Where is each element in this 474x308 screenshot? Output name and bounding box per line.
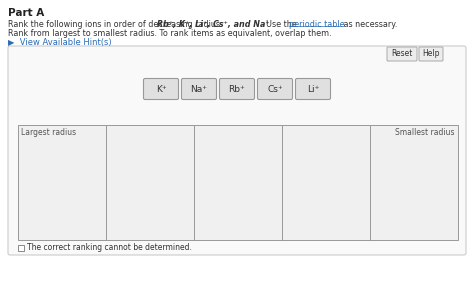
Bar <box>18 245 24 251</box>
Text: as necessary.: as necessary. <box>341 20 397 29</box>
FancyBboxPatch shape <box>419 47 443 61</box>
FancyBboxPatch shape <box>144 79 179 99</box>
FancyBboxPatch shape <box>219 79 255 99</box>
Text: ▶  View Available Hint(s): ▶ View Available Hint(s) <box>8 38 111 47</box>
FancyBboxPatch shape <box>182 79 217 99</box>
Text: Help: Help <box>422 50 440 59</box>
FancyBboxPatch shape <box>295 79 330 99</box>
Text: K⁺: K⁺ <box>155 84 166 94</box>
Text: Rb⁺, K⁺, Li⁺, Cs⁺, and Na⁺: Rb⁺, K⁺, Li⁺, Cs⁺, and Na⁺ <box>157 20 270 29</box>
Text: Na⁺: Na⁺ <box>191 84 208 94</box>
Text: periodic table: periodic table <box>289 20 345 29</box>
Text: Reset: Reset <box>392 50 413 59</box>
Text: Use the: Use the <box>261 20 299 29</box>
Text: Part A: Part A <box>8 8 44 18</box>
Text: Rb⁺: Rb⁺ <box>228 84 246 94</box>
FancyBboxPatch shape <box>387 47 417 61</box>
Text: Rank the following ions in order of decreasing radius:: Rank the following ions in order of decr… <box>8 20 228 29</box>
Text: Largest radius: Largest radius <box>21 128 76 137</box>
Bar <box>18 125 458 240</box>
Text: The correct ranking cannot be determined.: The correct ranking cannot be determined… <box>27 244 192 253</box>
FancyBboxPatch shape <box>8 46 466 255</box>
Text: Cs⁺: Cs⁺ <box>267 84 283 94</box>
Text: Li⁺: Li⁺ <box>307 84 319 94</box>
Text: Smallest radius: Smallest radius <box>395 128 455 137</box>
FancyBboxPatch shape <box>257 79 292 99</box>
Text: Rank from largest to smallest radius. To rank items as equivalent, overlap them.: Rank from largest to smallest radius. To… <box>8 29 332 38</box>
